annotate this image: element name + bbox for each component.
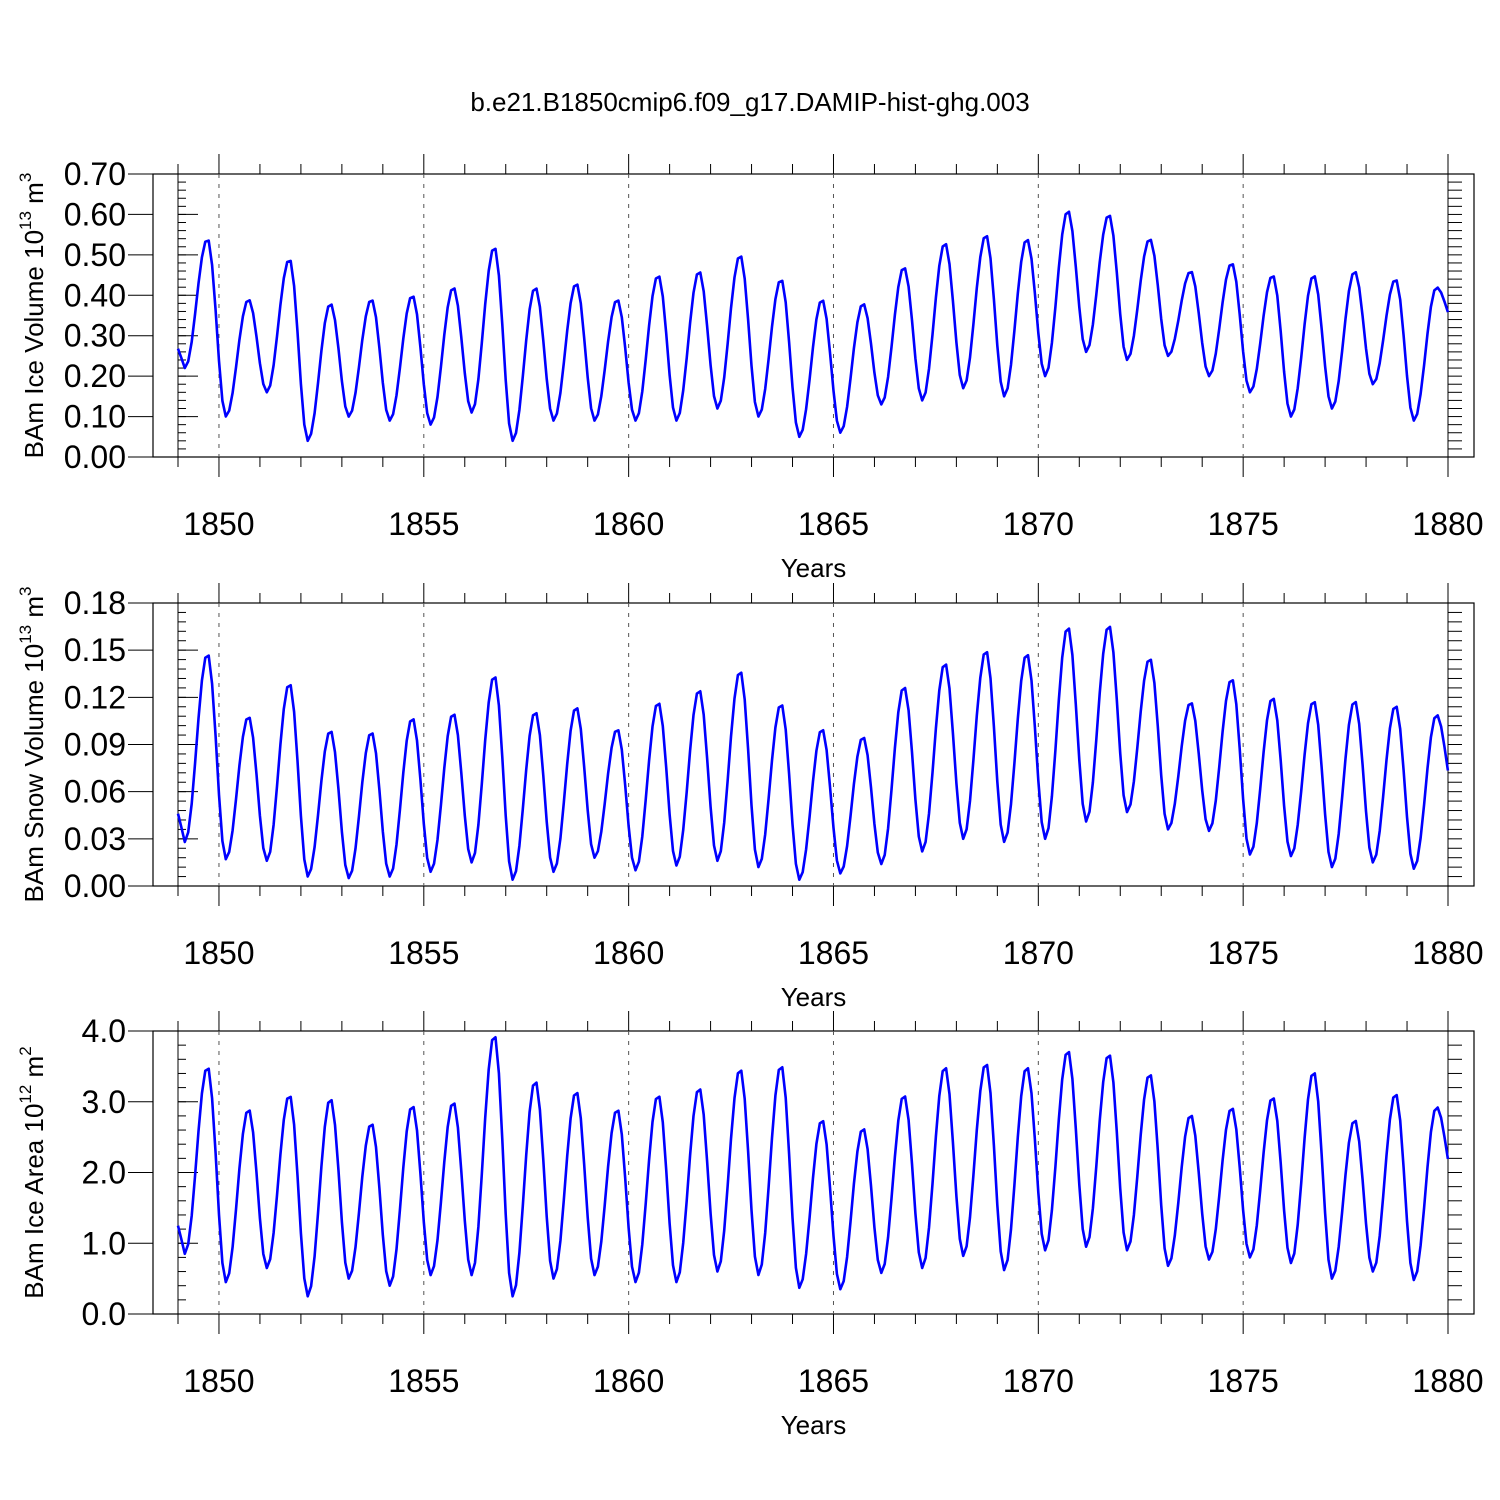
panel-1-ylabel: BAm Ice Volume 1013 m3 [16, 173, 49, 459]
panel-3-xlabel: Years [781, 1410, 847, 1440]
panel-1-ytick-label: 0.30 [64, 318, 126, 354]
panel-3-ytick-label: 3.0 [82, 1084, 126, 1120]
panel-1-ytick-label: 0.10 [64, 399, 126, 435]
panel-3-ytick-label: 4.0 [82, 1013, 126, 1049]
panel-2-xtick-label: 1875 [1208, 935, 1279, 971]
panel-3-xtick-label: 1855 [388, 1363, 459, 1399]
panel-2-ytick-label: 0.03 [64, 821, 126, 857]
panel-2-xtick-label: 1860 [593, 935, 664, 971]
panel-2-xtick-label: 1865 [798, 935, 869, 971]
panel-3-xtick-label: 1880 [1412, 1363, 1483, 1399]
panel-1-ytick-label: 0.20 [64, 358, 126, 394]
panel-2-ytick-label: 0.06 [64, 774, 126, 810]
panel-2-ytick-label: 0.12 [64, 679, 126, 715]
panel-2-ytick-label: 0.09 [64, 727, 126, 763]
panel-2-xtick-label: 1870 [1003, 935, 1074, 971]
panel-3-xtick-label: 1860 [593, 1363, 664, 1399]
panel-1-xtick-label: 1865 [798, 506, 869, 542]
chart-title: b.e21.B1850cmip6.f09_g17.DAMIP-hist-ghg.… [470, 87, 1029, 117]
panel-3-xtick-label: 1875 [1208, 1363, 1279, 1399]
panel-3-ytick-label: 0.0 [82, 1296, 126, 1332]
panel-1-ytick-label: 0.50 [64, 237, 126, 273]
panel-3-ylabel: BAm Ice Area 1012 m2 [16, 1046, 49, 1298]
panel-3-ytick-label: 1.0 [82, 1225, 126, 1261]
panel-3-ytick-label: 2.0 [82, 1155, 126, 1191]
panel-1-xtick-label: 1855 [388, 506, 459, 542]
panel-2-xtick-label: 1855 [388, 935, 459, 971]
panel-2-xlabel: Years [781, 982, 847, 1012]
panel-3-xtick-label: 1870 [1003, 1363, 1074, 1399]
panel-2-ytick-label: 0.15 [64, 632, 126, 668]
panel-3: 1850 1855 1860 1865 1870 1875 1880 Years 0.0 1.0 2… [16, 1011, 1484, 1440]
panel-2: 1850 1855 1860 1865 1870 1875 1880 Years 0.00 0.0… [16, 583, 1484, 1012]
panel-1-ytick-label: 0.00 [64, 439, 126, 475]
panel-2-frame [152, 602, 1475, 887]
panel-1-ytick-label: 0.60 [64, 196, 126, 232]
panel-1-xtick-label: 1860 [593, 506, 664, 542]
panel-1-xtick-label: 1875 [1208, 506, 1279, 542]
panel-1-series-line [176, 210, 1450, 443]
panel-1-frame [152, 173, 1475, 458]
panel-2-ytick-label: 0.00 [64, 868, 126, 904]
panel-2-xtick-label: 1850 [183, 935, 254, 971]
panel-1-xtick-label: 1880 [1412, 506, 1483, 542]
panel-2-ytick-label: 0.18 [64, 585, 126, 621]
panel-1-xlabel: Years [781, 553, 847, 583]
panel-1-xtick-label: 1850 [183, 506, 254, 542]
panel-2-series-line [176, 625, 1450, 881]
panel-3-xtick-label: 1850 [183, 1363, 254, 1399]
panel-1-ytick-label: 0.40 [64, 277, 126, 313]
panel-3-xtick-label: 1865 [798, 1363, 869, 1399]
panel-1: 1850 1855 1860 1865 1870 1875 1880 Years 0.00 0.1… [16, 154, 1484, 583]
panel-2-xtick-label: 1880 [1412, 935, 1483, 971]
panel-1-xtick-label: 1870 [1003, 506, 1074, 542]
panel-1-ytick-label: 0.70 [64, 156, 126, 192]
panel-2-ylabel: BAm Snow Volume 1013 m3 [16, 587, 49, 903]
panel-3-series-line [176, 1036, 1450, 1298]
